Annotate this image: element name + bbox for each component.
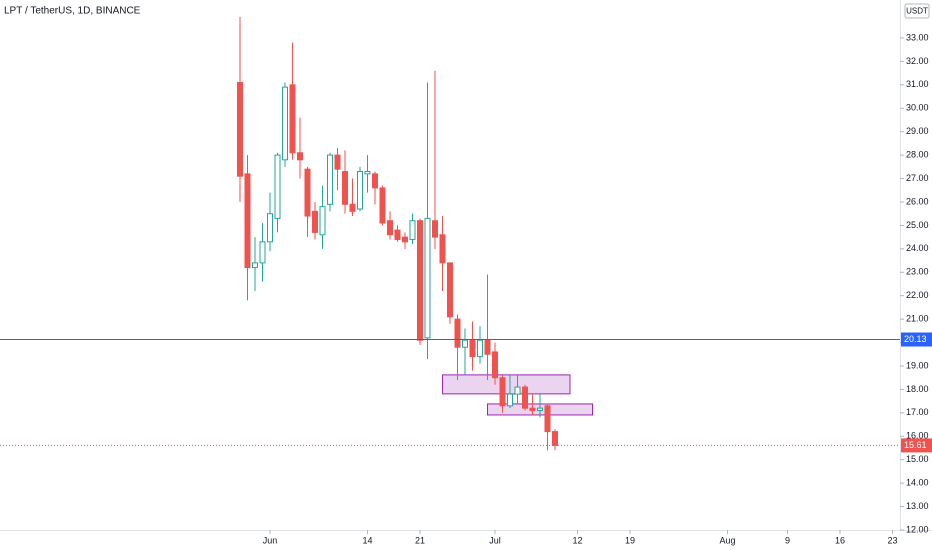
zone [442, 374, 571, 395]
candle-body [507, 393, 513, 407]
x-tick-label: 14 [362, 535, 372, 545]
x-tick-label: 12 [572, 535, 582, 545]
price-label-box [901, 438, 932, 453]
candle-body [259, 241, 266, 264]
candle-body [439, 234, 446, 264]
y-unit: USDT [906, 7, 928, 16]
candle-body [484, 339, 491, 355]
candle-body [349, 203, 356, 212]
chart-title: LPT / TetherUS, 1D, BINANCE [4, 6, 141, 17]
candle-body [552, 431, 558, 446]
candle-body [409, 220, 416, 240]
candle-body [417, 220, 423, 341]
candle-body [424, 217, 431, 339]
candle-body [274, 154, 281, 219]
y-tick-label: 29.00 [906, 126, 929, 136]
candle-body [499, 377, 506, 407]
candle-body [537, 407, 543, 412]
y-tick-label: 28.00 [906, 149, 929, 159]
y-tick-label: 26.00 [906, 196, 929, 206]
y-tick-label: 23.00 [906, 267, 929, 277]
price-label: 20.13 [904, 334, 927, 344]
x-tick-label: Jun [263, 535, 278, 545]
candle-body [244, 173, 251, 269]
y-tick-label: 18.00 [906, 384, 929, 394]
candle-body [319, 206, 326, 236]
candle-body [522, 386, 528, 409]
candle-body [342, 171, 348, 205]
candle-body [364, 171, 371, 175]
candle-body [334, 154, 341, 170]
candle-body [394, 229, 401, 240]
candle-body [297, 152, 303, 161]
candle-body [477, 339, 483, 358]
x-tick-label: Aug [719, 535, 735, 545]
candle-body [462, 339, 468, 348]
candle-body [469, 339, 476, 358]
candle-body [432, 220, 438, 238]
candle-body [387, 220, 393, 236]
x-tick-label: Jul [489, 535, 501, 545]
x-tick-label: 9 [785, 535, 790, 545]
y-tick-label: 21.00 [906, 313, 929, 323]
candle-body [312, 210, 318, 233]
candle-body [267, 213, 273, 243]
candle-body [514, 386, 521, 395]
candle-body [447, 262, 453, 318]
candle-body [282, 86, 288, 161]
y-tick-label: 13.00 [906, 501, 929, 511]
x-tick-label: 21 [415, 535, 425, 545]
candle-body [327, 154, 333, 205]
candle-body [289, 84, 296, 154]
price-label-box [901, 332, 932, 347]
x-tick-label: 16 [835, 535, 845, 545]
y-tick-label: 17.00 [906, 407, 929, 417]
y-tick-label: 32.00 [906, 56, 929, 66]
candle-body [379, 187, 386, 224]
candle-body [372, 173, 378, 189]
candle-body [237, 81, 243, 177]
candle-body [357, 171, 363, 210]
y-tick-label: 24.00 [906, 243, 929, 253]
unit-box [904, 3, 930, 19]
y-tick-label: 12.00 [906, 524, 929, 534]
x-tick-label: 23 [887, 535, 897, 545]
candle-body [492, 351, 498, 379]
y-tick-label: 27.00 [906, 173, 929, 183]
x-tick-label: 19 [625, 535, 635, 545]
candle-body [402, 236, 408, 243]
y-tick-label: 15.00 [906, 454, 929, 464]
y-tick-label: 33.00 [906, 32, 929, 42]
y-tick-label: 25.00 [906, 220, 929, 230]
candle-body [304, 168, 311, 217]
y-tick-label: 30.00 [906, 103, 929, 113]
candle-body [454, 318, 461, 348]
y-tick-label: 31.00 [906, 79, 929, 89]
candle-body [544, 405, 551, 433]
candle-body [529, 407, 536, 412]
y-tick-label: 16.00 [906, 431, 929, 441]
price-label: 15.61 [904, 440, 927, 450]
candle-body [252, 262, 258, 269]
y-tick-label: 22.00 [906, 290, 929, 300]
y-tick-label: 19.00 [906, 360, 929, 370]
y-tick-label: 14.00 [906, 478, 929, 488]
